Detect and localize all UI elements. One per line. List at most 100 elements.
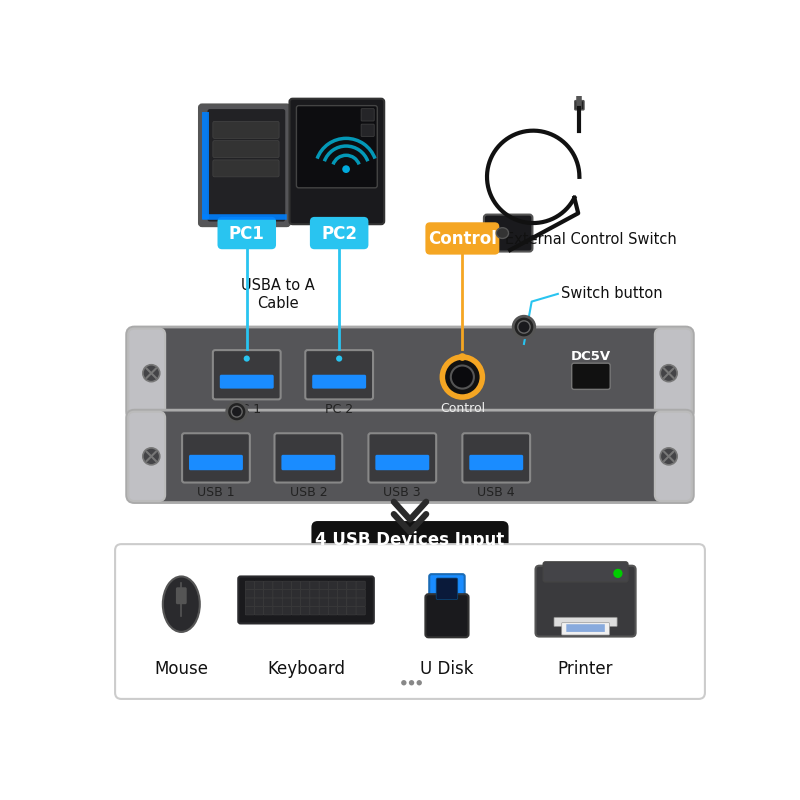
Ellipse shape [496, 228, 509, 238]
Circle shape [336, 355, 342, 362]
FancyBboxPatch shape [338, 606, 347, 615]
FancyBboxPatch shape [356, 606, 366, 615]
FancyBboxPatch shape [535, 566, 636, 637]
FancyBboxPatch shape [128, 412, 165, 501]
FancyBboxPatch shape [128, 329, 165, 418]
FancyBboxPatch shape [356, 590, 366, 598]
FancyBboxPatch shape [264, 606, 273, 615]
FancyBboxPatch shape [254, 581, 264, 590]
Circle shape [143, 448, 160, 465]
FancyBboxPatch shape [369, 434, 436, 482]
FancyBboxPatch shape [282, 455, 335, 470]
FancyBboxPatch shape [338, 581, 347, 590]
FancyBboxPatch shape [347, 598, 356, 606]
FancyBboxPatch shape [254, 606, 264, 615]
FancyBboxPatch shape [356, 598, 366, 606]
Circle shape [451, 366, 474, 389]
Circle shape [244, 355, 250, 362]
FancyBboxPatch shape [426, 594, 469, 638]
Circle shape [417, 680, 422, 686]
FancyBboxPatch shape [213, 141, 279, 158]
FancyBboxPatch shape [338, 598, 347, 606]
FancyBboxPatch shape [543, 562, 628, 582]
Text: USB 1: USB 1 [197, 486, 234, 499]
FancyBboxPatch shape [246, 581, 254, 590]
FancyBboxPatch shape [291, 590, 301, 598]
Text: PC 1: PC 1 [233, 403, 261, 416]
Circle shape [513, 316, 534, 338]
Text: USBA to A
Cable: USBA to A Cable [241, 278, 314, 311]
FancyBboxPatch shape [213, 350, 281, 399]
FancyBboxPatch shape [574, 101, 584, 110]
FancyBboxPatch shape [655, 329, 692, 418]
FancyBboxPatch shape [246, 598, 254, 606]
FancyBboxPatch shape [655, 412, 692, 501]
FancyBboxPatch shape [182, 434, 250, 482]
FancyBboxPatch shape [254, 590, 264, 598]
FancyBboxPatch shape [274, 434, 342, 482]
FancyBboxPatch shape [319, 590, 328, 598]
Ellipse shape [163, 577, 200, 632]
FancyBboxPatch shape [306, 350, 373, 399]
FancyBboxPatch shape [246, 606, 254, 615]
FancyBboxPatch shape [291, 598, 301, 606]
FancyBboxPatch shape [562, 622, 610, 635]
Circle shape [231, 406, 242, 417]
FancyBboxPatch shape [347, 590, 356, 598]
FancyBboxPatch shape [310, 581, 319, 590]
FancyBboxPatch shape [328, 581, 338, 590]
FancyBboxPatch shape [273, 590, 282, 598]
Text: U Disk: U Disk [420, 660, 474, 678]
FancyBboxPatch shape [356, 581, 366, 590]
FancyBboxPatch shape [290, 98, 384, 224]
FancyBboxPatch shape [375, 455, 430, 470]
Circle shape [458, 353, 466, 361]
Circle shape [660, 365, 677, 382]
FancyBboxPatch shape [291, 581, 301, 590]
Text: PC 2: PC 2 [325, 403, 354, 416]
FancyBboxPatch shape [126, 410, 694, 502]
FancyBboxPatch shape [282, 606, 291, 615]
FancyBboxPatch shape [436, 578, 458, 599]
FancyBboxPatch shape [213, 160, 279, 177]
FancyBboxPatch shape [319, 581, 328, 590]
Circle shape [143, 365, 160, 382]
Circle shape [660, 448, 677, 465]
FancyBboxPatch shape [301, 606, 310, 615]
Text: USB 4: USB 4 [478, 486, 515, 499]
FancyBboxPatch shape [430, 574, 465, 608]
FancyBboxPatch shape [301, 590, 310, 598]
Text: Printer: Printer [558, 660, 614, 678]
FancyBboxPatch shape [462, 434, 530, 482]
FancyBboxPatch shape [301, 581, 310, 590]
FancyBboxPatch shape [310, 217, 369, 250]
FancyBboxPatch shape [282, 590, 291, 598]
FancyBboxPatch shape [554, 618, 617, 626]
FancyBboxPatch shape [176, 587, 186, 604]
Text: PC1: PC1 [229, 225, 265, 243]
Text: Mouse: Mouse [154, 660, 208, 678]
Text: 4 USB Devices Input: 4 USB Devices Input [315, 530, 505, 549]
FancyBboxPatch shape [273, 606, 282, 615]
FancyBboxPatch shape [328, 598, 338, 606]
FancyBboxPatch shape [566, 624, 605, 632]
FancyBboxPatch shape [264, 598, 273, 606]
FancyBboxPatch shape [264, 581, 273, 590]
Circle shape [614, 569, 622, 578]
FancyBboxPatch shape [297, 106, 378, 188]
Circle shape [442, 357, 482, 397]
FancyBboxPatch shape [311, 521, 509, 558]
Circle shape [342, 166, 350, 173]
FancyBboxPatch shape [328, 590, 338, 598]
FancyBboxPatch shape [213, 122, 279, 138]
Circle shape [409, 680, 414, 686]
FancyBboxPatch shape [254, 598, 264, 606]
FancyBboxPatch shape [338, 590, 347, 598]
FancyBboxPatch shape [347, 606, 356, 615]
FancyBboxPatch shape [207, 109, 286, 222]
Text: USB 3: USB 3 [383, 486, 421, 499]
FancyBboxPatch shape [282, 598, 291, 606]
FancyBboxPatch shape [218, 217, 276, 250]
FancyBboxPatch shape [273, 598, 282, 606]
FancyBboxPatch shape [328, 606, 338, 615]
